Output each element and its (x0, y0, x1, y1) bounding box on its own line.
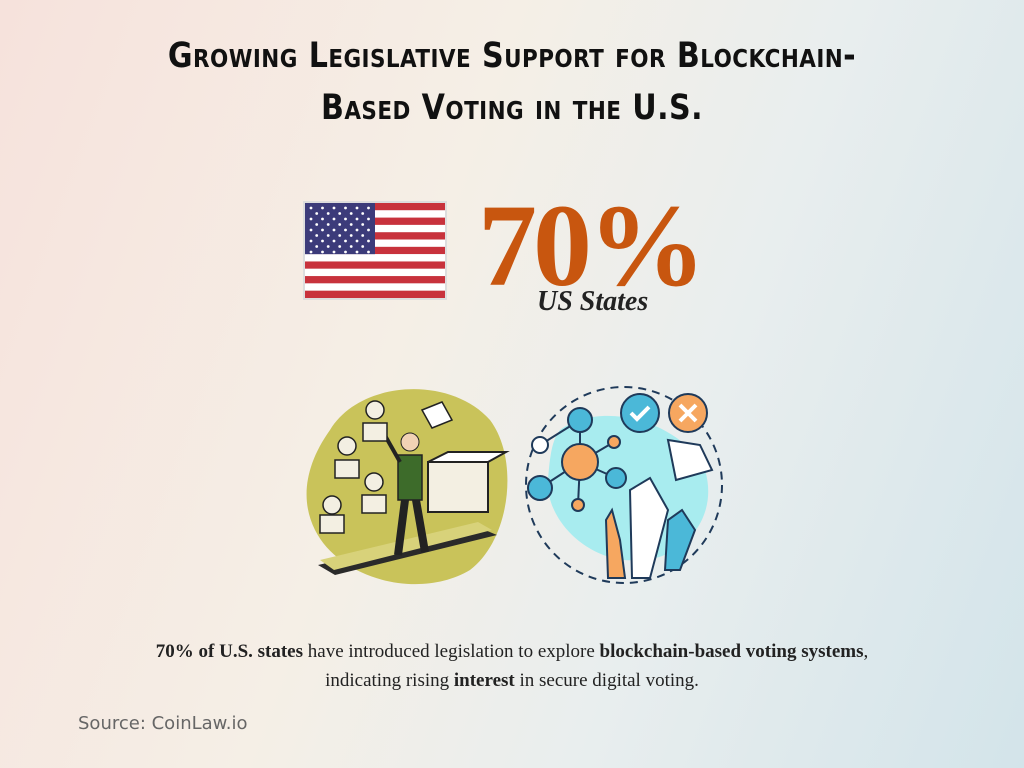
flag-part (315, 234, 319, 237)
flag-part (321, 239, 324, 243)
flag-part (361, 212, 365, 215)
flag-part (309, 250, 313, 254)
description-segment: in secure digital voting. (514, 670, 699, 691)
flag-part (367, 250, 370, 254)
flag-part (332, 206, 336, 210)
flag-part (321, 250, 324, 254)
flag-part (338, 212, 342, 215)
description-line: 70% of U.S. states have introduced legis… (0, 637, 1024, 666)
flag-part (355, 228, 359, 232)
flag-part (355, 217, 359, 221)
title: Growing Legislative Support for Blockcha… (0, 30, 1024, 134)
flag-part (332, 250, 336, 254)
flag-part (344, 250, 347, 254)
flag-part (332, 217, 336, 221)
flag-part (309, 228, 313, 232)
flag-part (326, 245, 330, 248)
description: 70% of U.S. states have introduced legis… (0, 637, 1024, 695)
flag-part (309, 239, 313, 243)
flag-part (355, 206, 359, 210)
flag-part (305, 261, 445, 269)
flag-part (344, 217, 347, 221)
flag-part (305, 283, 445, 291)
source: Source: CoinLaw.io (78, 713, 248, 734)
flag-part (349, 234, 353, 237)
title-line: Based Voting in the U.S. (320, 88, 704, 128)
flag-part (344, 228, 347, 232)
flag-part (321, 206, 324, 210)
flag-part (361, 234, 365, 237)
flag-part (367, 206, 370, 210)
flag-part (315, 245, 319, 248)
flag-part (332, 239, 336, 243)
flag-part (321, 217, 324, 221)
description-segment: interest (453, 670, 515, 691)
stat-label: US States (537, 286, 649, 317)
flag-part (355, 250, 359, 254)
voting-illustration (306, 389, 510, 585)
flag-part (309, 217, 313, 221)
flag-part (367, 217, 370, 221)
flag-part (315, 212, 319, 215)
flag-part (332, 228, 336, 232)
flag-part (305, 276, 445, 284)
stat-value: 70% (478, 180, 706, 311)
description-segment: blockchain-based voting systems (599, 641, 864, 662)
flag-part (344, 239, 347, 243)
title-line: Growing Legislative Support for Blockcha… (167, 36, 857, 76)
flag-part (349, 223, 353, 226)
flag-part (338, 234, 342, 237)
flag-part (361, 245, 365, 248)
flag-part (349, 245, 353, 248)
flag-part (305, 254, 445, 262)
flag-part (361, 223, 365, 226)
flag-part (305, 268, 445, 277)
flag-part (367, 239, 370, 243)
description-segment: , (863, 641, 869, 662)
description-segment: 70% of U.S. states (155, 641, 304, 662)
blockchain-illustration (525, 386, 723, 584)
flag-part (367, 228, 370, 232)
flag-part (326, 234, 330, 237)
flag-part (326, 223, 330, 226)
flag-part (309, 206, 313, 210)
flag-part (338, 245, 342, 248)
description-segment: have introduced legislation to explore (303, 641, 600, 662)
flag-part (338, 223, 342, 226)
us-flag (303, 201, 447, 300)
flag-part (349, 212, 353, 215)
description-line: indicating rising interest in secure dig… (0, 666, 1024, 695)
flag-part (355, 239, 359, 243)
description-segment: indicating rising (325, 670, 454, 691)
flag-part (326, 212, 330, 215)
flag-part (321, 228, 324, 232)
flag-part (344, 206, 347, 210)
flag-part (315, 223, 319, 226)
flag-part (305, 290, 445, 298)
